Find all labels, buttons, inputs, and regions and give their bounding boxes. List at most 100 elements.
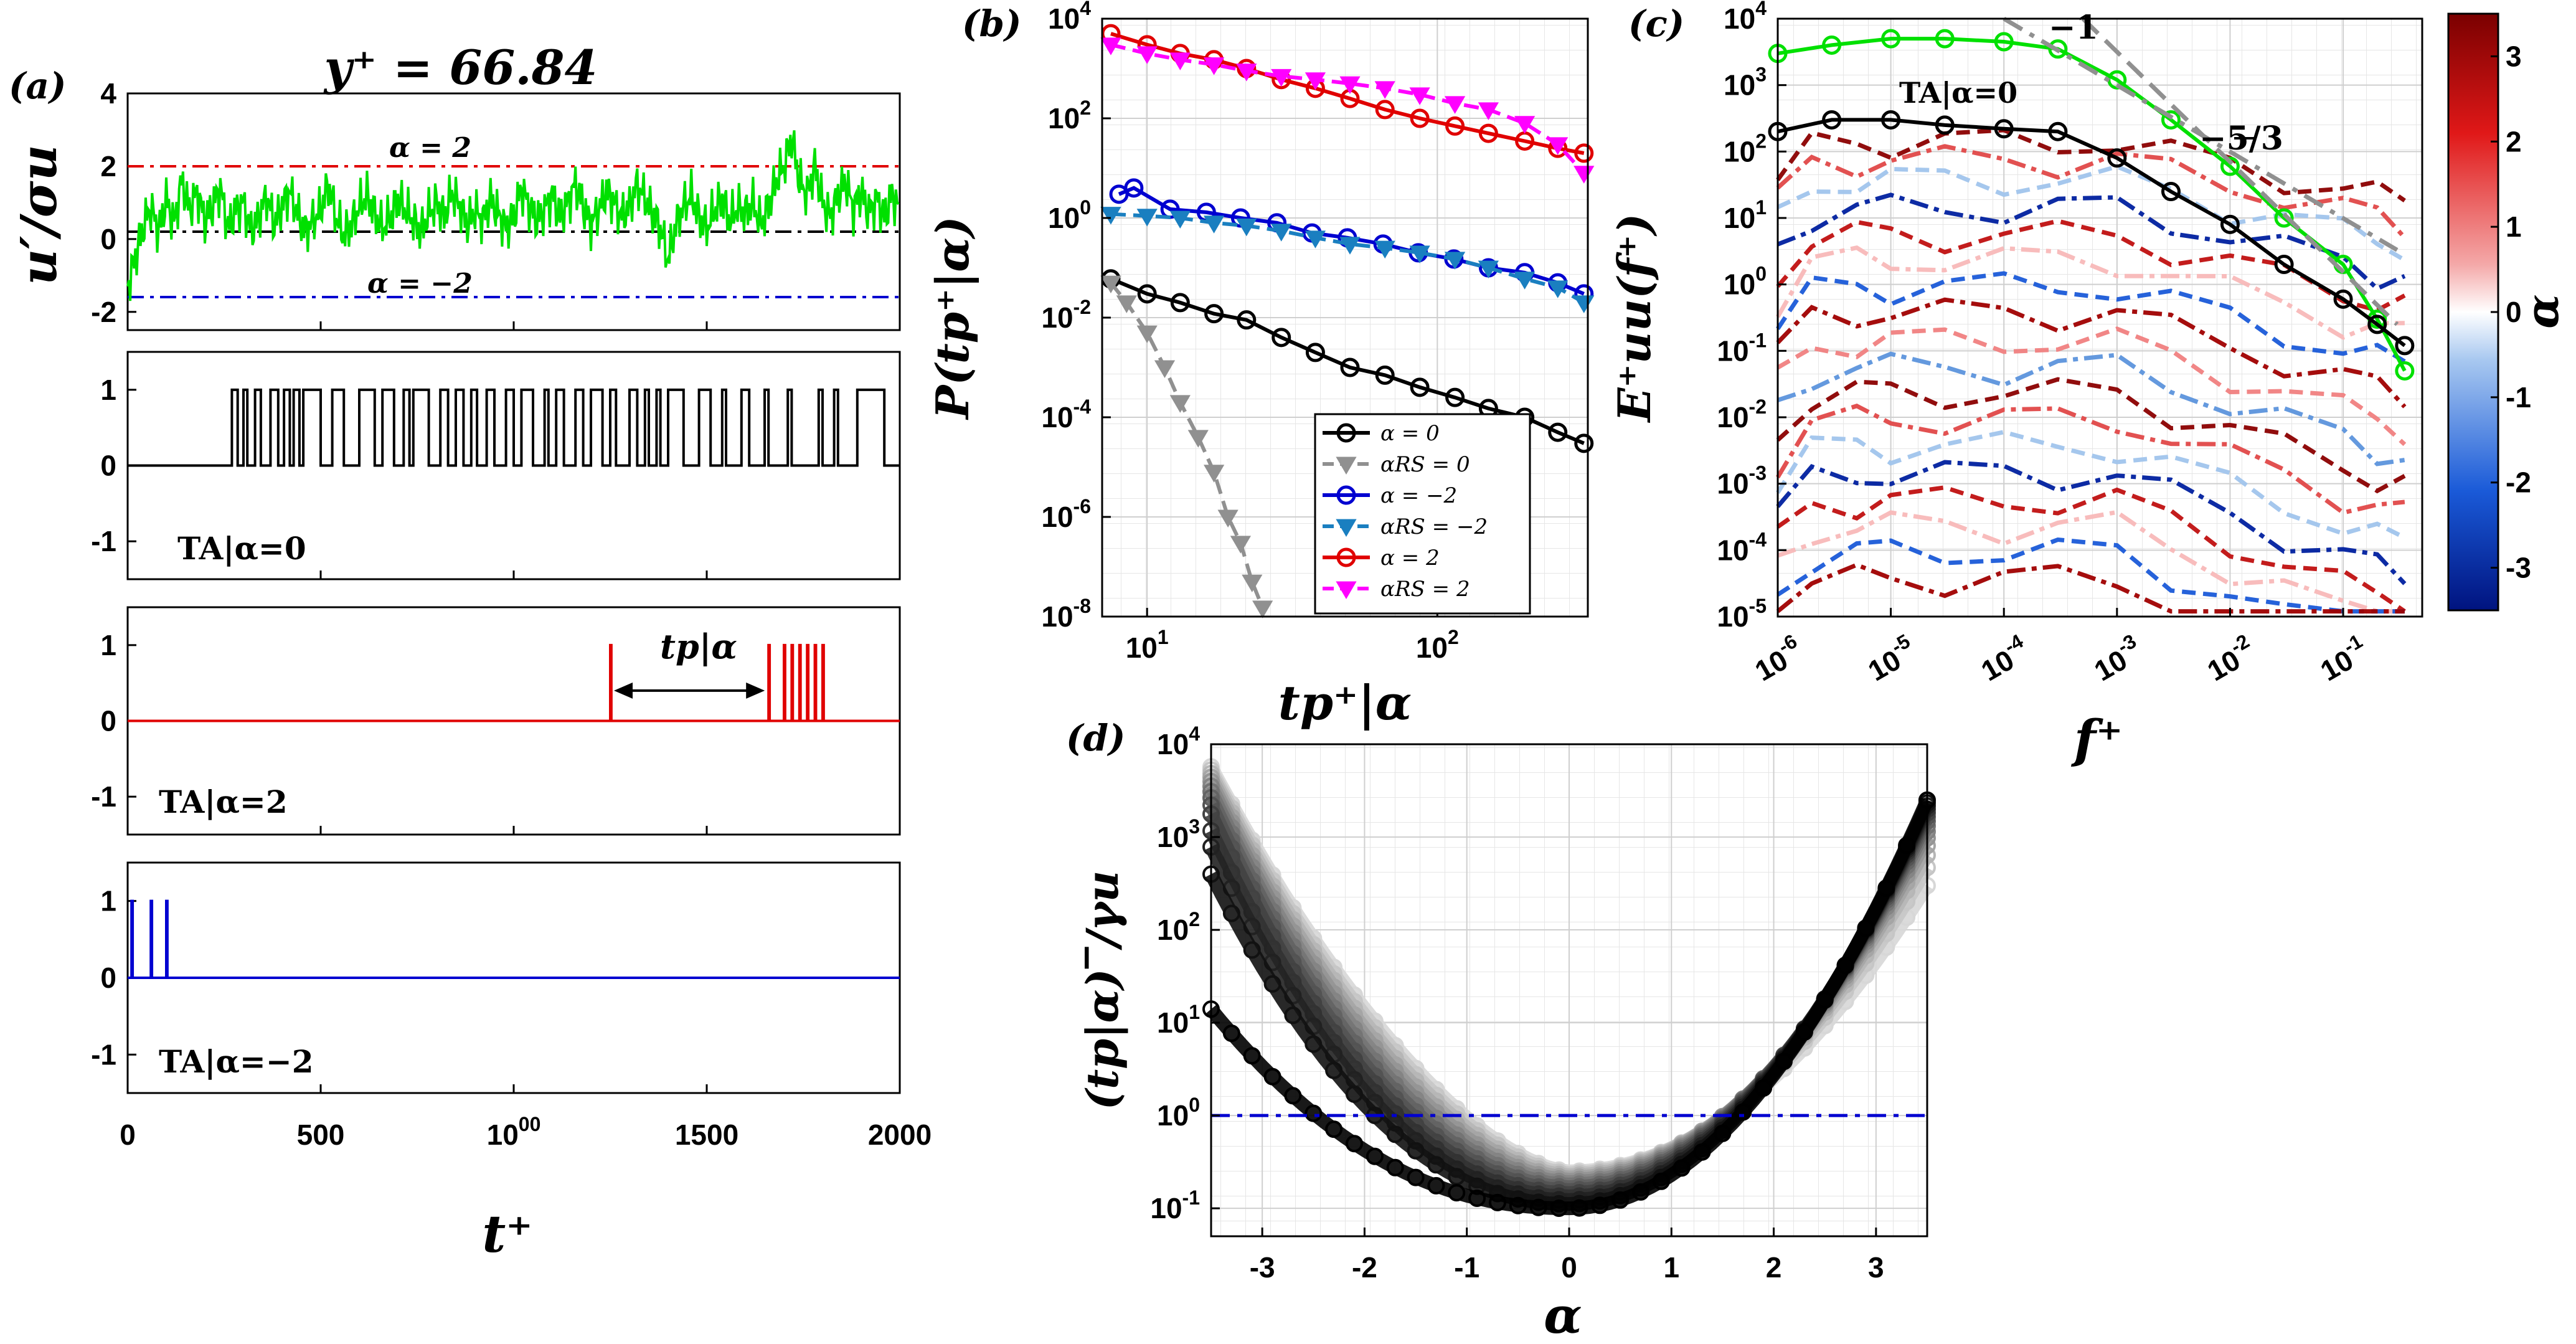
data-point [1714, 1124, 1732, 1142]
series-line [1110, 42, 1586, 174]
alpha-spectrum-line [1776, 326, 2407, 447]
data-point [1305, 230, 1326, 248]
series-5 [1100, 37, 1595, 184]
data-point [1271, 224, 1292, 242]
data-point [1252, 600, 1273, 618]
data-point [1170, 293, 1190, 313]
ytick-label: 10-3 [1717, 462, 1767, 500]
xtick-label: 10-4 [1973, 630, 2035, 688]
data-point [1775, 1053, 1793, 1071]
alpha-spectrum-line [1776, 430, 2406, 540]
data-point [1881, 29, 1901, 49]
ta-alpha0-label: TA|α=0 [177, 530, 306, 567]
data-point [2220, 156, 2240, 176]
ta-alpha-minus2-series [128, 899, 900, 979]
colorbar-label: α [2516, 294, 2569, 328]
data-point [1478, 123, 1498, 143]
legend-entry: α = 0 [1380, 421, 1440, 446]
data-point [1427, 1176, 1445, 1195]
data-point [1407, 1168, 1425, 1186]
colorbar-tick-label: -3 [2506, 552, 2531, 584]
data-point [1548, 422, 1568, 442]
data-point [1236, 64, 1257, 82]
data-point [1305, 1104, 1323, 1122]
data-point [1673, 1159, 1691, 1177]
data-point [1375, 365, 1395, 385]
data-point [1222, 904, 1240, 922]
alpha-spectrum-line [1776, 509, 2405, 614]
ytick-label: 0 [100, 962, 116, 994]
data-point [1591, 1196, 1609, 1214]
tp-arrow-head-left [614, 682, 633, 699]
data-point [1478, 102, 1499, 120]
data-point [2395, 336, 2415, 356]
data-point [1652, 1172, 1670, 1190]
xtick-label: 1 [1663, 1251, 1679, 1284]
data-point [2220, 214, 2240, 234]
alpha-spectrum-line [1776, 164, 2406, 262]
tp-arrow-label: tp|α [660, 627, 737, 667]
alpha-spectrum-line [1776, 460, 2407, 585]
panel-b-xlabel: tp⁺|α [1278, 675, 1412, 731]
data-point [1204, 304, 1224, 324]
panel-a-title: y⁺ = 66.84 [323, 40, 598, 95]
panel-a-xticks: 0 500 1000 1500 2000 [120, 321, 932, 1151]
ytick-label: 10-6 [1041, 495, 1091, 533]
data-point [1187, 430, 1209, 448]
data-point [2048, 121, 2068, 141]
data-point [1468, 1190, 1486, 1207]
xtick-label: 500 [297, 1119, 345, 1151]
xtick-label: 10-2 [2199, 630, 2260, 688]
legend-marker [1336, 581, 1357, 599]
legend-box [1314, 413, 1531, 615]
data-point [1204, 215, 1225, 234]
ratio-curve-band [1205, 797, 1934, 1216]
series-line [1110, 32, 1585, 155]
legend-entry: α = 2 [1380, 546, 1440, 570]
data-point [1857, 919, 1875, 937]
data-point [1935, 29, 1955, 49]
colorbar [2447, 12, 2499, 612]
alpha-spectrum-line [1775, 404, 2405, 515]
slope-minus1-label: −1 [2049, 9, 2098, 47]
panel-b-legend: α = 0 αRS = 0 α = −2 αRS = −2 α = 2 αRS = 2 [1314, 413, 1531, 615]
colorbar-tick-label: -2 [2506, 466, 2531, 499]
xtick-label: 1000 [487, 1113, 541, 1151]
legend-marker [1336, 423, 1356, 443]
data-point [1169, 52, 1191, 70]
data-point [1284, 1006, 1302, 1025]
ytick-label: 102 [1048, 97, 1091, 135]
alpha-spectrum-line [1776, 128, 2406, 202]
data-point [2395, 361, 2415, 381]
data-point [1816, 991, 1834, 1009]
ytick-label: 101 [1157, 1001, 1200, 1039]
data-point [1243, 1047, 1261, 1065]
data-point [1529, 1198, 1547, 1216]
data-point [2107, 148, 2127, 168]
data-point [2274, 255, 2294, 275]
data-point [1509, 1196, 1527, 1214]
ta-alpha2-label: TA|α=2 [159, 783, 288, 821]
legend-marker [1336, 485, 1356, 505]
spectrum-line [1777, 37, 2407, 372]
data-point [1445, 116, 1465, 136]
data-point [1136, 209, 1158, 227]
panel-a-ylabel: u′/σu [9, 144, 68, 285]
ytick-label: -2 [91, 296, 116, 328]
panel-d-ylabel: (tp|α)‾/γu [1077, 871, 1128, 1110]
xtick-label: 2 [1766, 1251, 1782, 1284]
ytick-label: 100 [1048, 196, 1091, 234]
data-point [1547, 280, 1569, 298]
data-point [1755, 1079, 1773, 1097]
panel-b-series [1100, 24, 1595, 618]
data-point [1271, 69, 1292, 87]
data-point [1410, 377, 1430, 397]
data-point [1340, 357, 1360, 377]
data-point [1374, 81, 1395, 99]
alpha-spectrum-line [1776, 271, 2406, 364]
panel-a-label: (a) [9, 65, 66, 107]
ytick-label: 102 [1724, 130, 1767, 168]
alpha-spectrum-line [1776, 297, 2407, 409]
data-point [1550, 1200, 1568, 1217]
